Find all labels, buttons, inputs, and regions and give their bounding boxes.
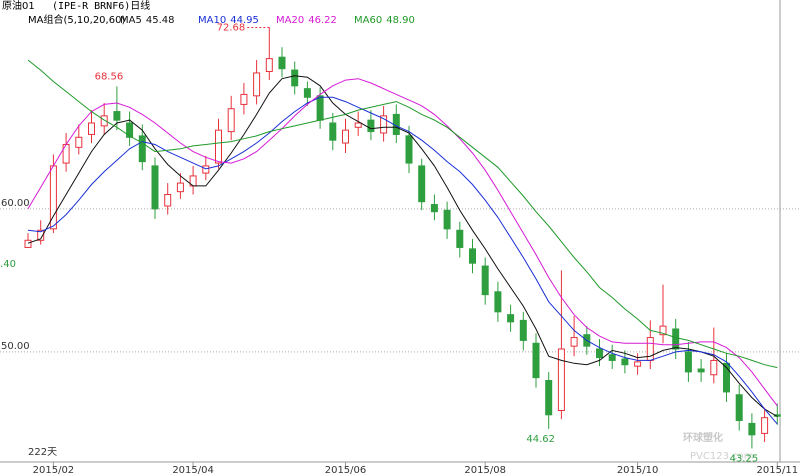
- ma-label: MA组合(5,10,20,60): [28, 13, 125, 26]
- candle-body: [329, 122, 337, 141]
- candle-body: [227, 108, 235, 133]
- candle-body: [710, 359, 718, 376]
- candle-body: [342, 129, 349, 144]
- candle-body: [519, 319, 527, 341]
- x-tick-label: 2015/06: [325, 465, 367, 476]
- ma-line: [27, 78, 778, 407]
- candle-body: [367, 119, 375, 133]
- candle-body: [443, 209, 451, 230]
- x-tick-label: 2015/02: [33, 465, 75, 476]
- legend-value: 46.22: [308, 15, 337, 26]
- x-tick-label: 2015/04: [172, 465, 214, 476]
- candle-body: [634, 361, 642, 367]
- candle-body: [596, 348, 603, 359]
- candle-body: [761, 417, 769, 434]
- candle-body: [138, 135, 146, 163]
- ma-line: [27, 59, 778, 369]
- legend-name: MA20: [276, 15, 304, 26]
- candle-body: [316, 95, 324, 121]
- candle-body: [659, 325, 667, 336]
- candle-body: [646, 337, 654, 361]
- day-count: 222天: [28, 447, 57, 458]
- candle-body: [697, 368, 705, 373]
- annotation: 44.62: [526, 434, 555, 445]
- watermark-url: PVC123.com: [690, 451, 753, 462]
- candle-body: [291, 69, 299, 87]
- candle-body: [24, 239, 32, 248]
- candle-body: [723, 362, 730, 393]
- x-tick-label: 2015/10: [617, 465, 659, 476]
- y-tick-label: 50.00: [1, 341, 30, 352]
- legend-name: MA5: [120, 15, 142, 26]
- candle-body: [88, 122, 95, 135]
- ma-line: [27, 75, 778, 417]
- candle-body: [532, 342, 540, 379]
- candle-body: [164, 194, 172, 207]
- title: 原油01: [2, 0, 35, 12]
- candle-body: [303, 88, 311, 98]
- candle-body: [748, 422, 756, 436]
- annotation: 57.40: [0, 259, 16, 270]
- candle-body: [202, 165, 210, 174]
- candle-body: [113, 111, 121, 121]
- candle-body: [469, 248, 476, 264]
- candle-body: [418, 165, 426, 203]
- x-tick-label: 2015/08: [464, 465, 506, 476]
- annotation: 68.56: [95, 71, 124, 82]
- candle-body: [126, 122, 134, 138]
- candle-body: [456, 229, 464, 248]
- candle-body: [684, 351, 692, 373]
- candle-body: [481, 265, 489, 296]
- candle-body: [100, 115, 108, 127]
- y-tick-label: 60.00: [1, 198, 30, 209]
- candle-body: [405, 135, 413, 164]
- candle-body: [354, 122, 362, 128]
- candle-body: [240, 93, 248, 105]
- candle-body: [557, 348, 565, 412]
- candle-body: [176, 182, 184, 193]
- candle-body: [545, 379, 553, 416]
- legend-value: 48.90: [386, 15, 415, 26]
- candle-body: [278, 56, 286, 70]
- legend-value: 45.48: [146, 15, 175, 26]
- candle-body: [380, 115, 388, 134]
- legend-name: MA60: [354, 15, 382, 26]
- candle-body: [265, 58, 273, 73]
- annotation: 43.25: [730, 453, 759, 464]
- legend-value: 44.95: [230, 15, 259, 26]
- candle-body: [253, 72, 261, 97]
- candle-body: [215, 129, 222, 164]
- candle-body: [151, 165, 159, 210]
- candle-body: [608, 354, 616, 361]
- legend-name: MA10: [198, 15, 226, 26]
- candle-body: [507, 314, 515, 323]
- watermark: 环球塑化: [683, 431, 723, 444]
- candle-body: [37, 229, 45, 241]
- candle-body: [75, 136, 83, 148]
- subtitle: (IPE-R BRNF6)日线: [52, 0, 150, 12]
- candle-body: [430, 204, 438, 213]
- candle-body: [570, 337, 578, 347]
- annotation: 72.68: [217, 22, 246, 33]
- x-tick-label: 2015/11: [757, 465, 799, 476]
- candle-body: [672, 328, 680, 350]
- candle-body: [621, 358, 629, 366]
- candle-body: [494, 291, 502, 313]
- ma-line: [27, 96, 778, 425]
- candle-body: [735, 394, 743, 422]
